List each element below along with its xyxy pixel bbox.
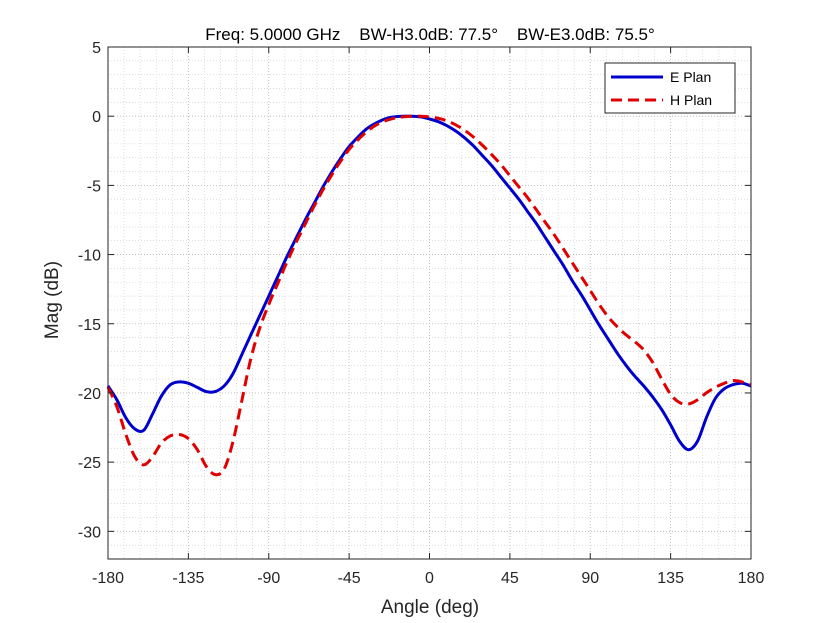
x-tick-label: -90: [257, 570, 280, 587]
legend-label-h-plan: H Plan: [670, 92, 712, 108]
x-axis-label: Angle (deg): [381, 597, 479, 618]
x-tick-label: 0: [425, 570, 434, 587]
legend-label-e-plan: E Plan: [670, 69, 711, 85]
x-tick-label: 90: [581, 570, 599, 587]
x-tick-label: -45: [338, 570, 361, 587]
x-tick-label: 180: [738, 570, 765, 587]
x-tick-label: 45: [501, 570, 519, 587]
y-tick-label: -25: [78, 455, 101, 472]
series-line-h-plan: [106, 114, 752, 477]
legend-box: [604, 62, 736, 114]
y-tick-label: 0: [92, 109, 101, 126]
y-tick-label: -10: [78, 248, 101, 265]
chart-title: Freq: 5.0000 GHz BW-H3.0dB: 77.5° BW-E3.…: [205, 25, 655, 44]
series-line-e-plan: [106, 114, 752, 452]
series-layer: [106, 114, 752, 477]
legend: E Plan H Plan: [604, 62, 736, 114]
y-tick-label: -15: [78, 317, 101, 334]
y-tick-label: -20: [78, 386, 101, 403]
x-tick-label: -180: [92, 570, 124, 587]
y-tick-label: -5: [87, 178, 101, 195]
y-tick-label: 5: [92, 40, 101, 57]
y-tick-label: -30: [78, 524, 101, 541]
tick-labels: -180 -135 -90 -45 0 45 90 135 180 5 0 -5 -10 -15 -20 -2…: [78, 40, 765, 587]
x-tick-label: -135: [172, 570, 204, 587]
y-axis-label: Mag (dB): [42, 261, 63, 339]
x-tick-label: 135: [657, 570, 684, 587]
axis-ticks: [107, 46, 752, 559]
